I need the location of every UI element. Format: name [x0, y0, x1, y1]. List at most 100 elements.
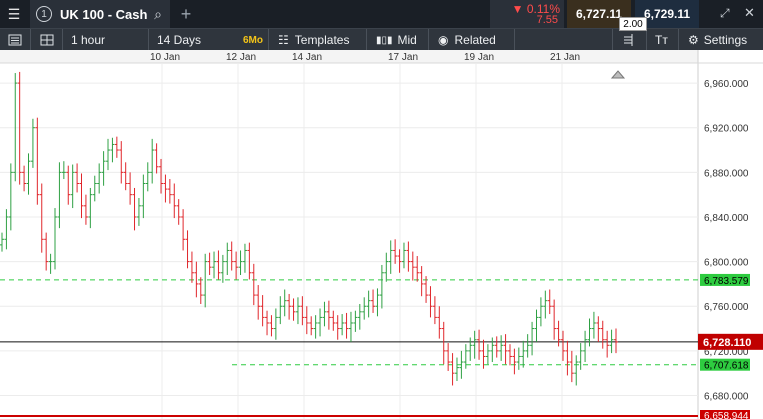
ohlc-bar	[485, 344, 490, 365]
ohlc-bar	[415, 256, 420, 282]
chart-toolbar: 1 hour 14 Days 6Mo ☷ Templates ▮▯▮ Mid ◉…	[0, 28, 763, 51]
ohlc-bar	[110, 137, 115, 163]
ohlc-bar	[600, 320, 605, 349]
ohlc-bar	[371, 289, 376, 313]
chart-grid	[0, 50, 763, 419]
ohlc-bar	[331, 310, 336, 331]
plus-icon[interactable]: +	[180, 3, 192, 24]
ohlc-bar	[83, 194, 88, 225]
notes-icon[interactable]	[622, 29, 634, 51]
hamburger-icon[interactable]: ☰	[7, 5, 21, 22]
ohlc-bar	[4, 209, 9, 250]
ohlc-bar	[265, 310, 270, 336]
ohlc-bar	[150, 138, 155, 184]
range-badge[interactable]: 6Mo	[243, 34, 263, 46]
low-level-tag	[700, 410, 750, 419]
ohlc-bar	[454, 357, 459, 382]
related-label: Related	[454, 33, 496, 47]
toolbar-divider	[612, 29, 613, 51]
toolbar-divider	[62, 29, 63, 51]
ohlc-bar	[419, 266, 424, 297]
ohlc-bar	[273, 308, 278, 340]
ohlc-bar	[26, 153, 31, 195]
ohlc-bar	[406, 241, 411, 272]
ohlc-bar	[287, 293, 292, 320]
ohlc-bar	[432, 296, 437, 325]
toolbar-divider	[30, 29, 31, 51]
text-size-icon[interactable]: Tт	[655, 33, 668, 47]
ohlc-bar	[203, 253, 208, 308]
ohlc-bar	[198, 277, 203, 305]
grid-icon[interactable]	[40, 29, 54, 51]
ohlc-bar	[53, 208, 58, 270]
ohlc-bar	[525, 334, 530, 358]
ohlc-bar	[578, 343, 583, 370]
ohlc-bar	[189, 251, 194, 283]
toolbar-divider	[514, 29, 515, 51]
expand-icon[interactable]: ⤢	[720, 6, 730, 20]
ohlc-bar	[481, 339, 486, 369]
current-price-label: 6,728.110	[703, 337, 751, 349]
ohlc-bar	[247, 242, 252, 280]
ohlc-bar	[463, 344, 468, 369]
toolbar-divider	[366, 29, 367, 51]
settings-label: Settings	[703, 33, 748, 47]
ohlc-bar	[379, 264, 384, 309]
list-icon[interactable]	[8, 29, 22, 51]
price-chart[interactable]: 10 Jan 12 Jan 14 Jan 17 Jan 19 Jan 21 Jan 6,9…	[0, 50, 763, 419]
ohlc-bar	[61, 161, 66, 180]
ohlc-bar	[220, 254, 225, 283]
ohlc-bar	[424, 276, 429, 303]
ohlc-bar	[335, 315, 340, 340]
change-points: 7.55	[536, 14, 558, 26]
ohlc-bar	[614, 328, 618, 354]
ohlc-bar	[547, 289, 552, 315]
ohlc-bar	[490, 337, 495, 363]
ohlc-bar	[437, 306, 442, 339]
ohlc-bar	[119, 141, 124, 184]
ohlc-bar	[393, 239, 398, 264]
y-tick-label: 6,880.000	[704, 168, 749, 179]
price-type-button[interactable]: ▮▯▮ Mid	[376, 29, 417, 51]
ohlc-bar	[242, 243, 247, 273]
level-label: 6,783.579	[704, 276, 749, 287]
ohlc-bar	[326, 300, 331, 330]
ohlc-bar	[44, 232, 49, 271]
templates-button[interactable]: ☷ Templates	[278, 29, 349, 51]
x-tick-label: 17 Jan	[388, 52, 418, 63]
tab-number-badge: 1	[36, 6, 52, 22]
range-select[interactable]: 14 Days	[157, 33, 202, 47]
x-tick-label: 14 Jan	[292, 52, 322, 63]
ohlc-bar	[591, 311, 596, 339]
x-tick-label: 19 Jan	[464, 52, 494, 63]
close-icon[interactable]: ✕	[744, 5, 755, 20]
gear-icon: ⚙	[688, 33, 699, 47]
ohlc-bar	[79, 173, 84, 219]
ohlc-bar	[556, 320, 561, 347]
ohlc-bar	[295, 297, 300, 325]
buy-price-button[interactable]: 6,729.11	[635, 0, 699, 28]
instrument-tab[interactable]: 1 UK 100 - Cash ⌕	[30, 0, 170, 28]
ohlc-bar	[8, 163, 13, 231]
search-icon[interactable]: ⌕	[154, 6, 162, 22]
interval-select[interactable]: 1 hour	[71, 33, 106, 47]
ohlc-bar	[35, 117, 40, 205]
settings-button[interactable]: ⚙ Settings	[688, 29, 747, 51]
price-change: ▼ 0.11% 7.55	[490, 0, 564, 28]
ohlc-bar	[97, 163, 102, 194]
x-tick-label: 10 Jan	[150, 52, 180, 63]
ohlc-bar	[212, 251, 217, 279]
ohlc-bar	[313, 315, 318, 339]
ohlc-bar	[238, 250, 243, 276]
ohlc-bar	[477, 329, 482, 360]
ohlc-bar	[75, 163, 80, 193]
y-tick-label: 6,920.000	[704, 124, 749, 135]
scroll-marker[interactable]	[610, 70, 626, 79]
ohlc-bar	[106, 138, 111, 171]
related-button[interactable]: ◉ Related	[438, 29, 496, 51]
ohlc-bar	[163, 174, 168, 203]
ohlc-series	[0, 71, 618, 386]
ohlc-bar	[0, 232, 4, 252]
ohlc-bar	[366, 290, 371, 318]
low-level-label: 6,658.944	[704, 411, 749, 419]
